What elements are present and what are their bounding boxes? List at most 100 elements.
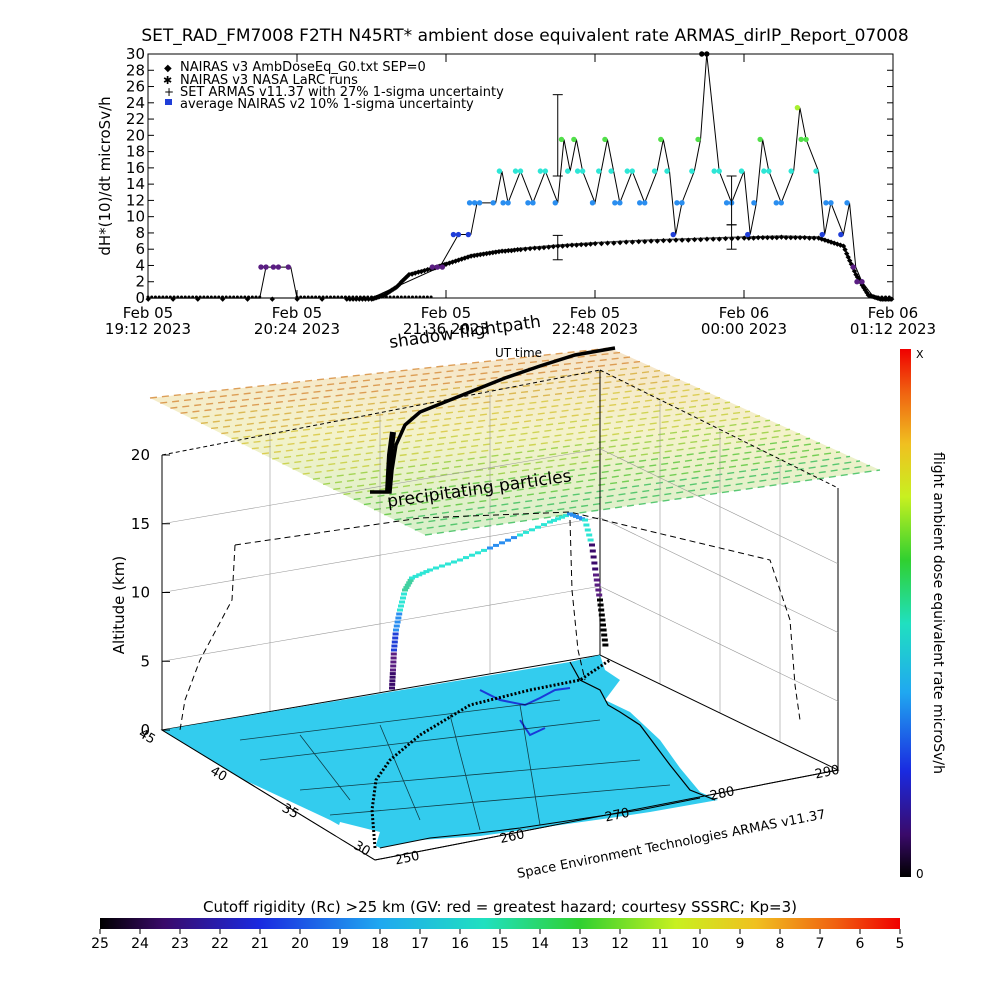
series-nairas-v3-marker: ◆	[661, 237, 667, 245]
series-nairas-v3-marker: ◆	[855, 273, 861, 281]
right-colorbar-gradient	[900, 349, 911, 877]
series-armas-baseline-marker	[191, 295, 195, 299]
series-armas-marker	[859, 279, 865, 285]
series-nairas-v3-marker: ◆	[422, 267, 428, 275]
altitude-tick-label: 15	[131, 515, 150, 533]
colorbar-tick-label: 25	[91, 936, 109, 952]
series-armas-baseline-marker	[362, 295, 366, 299]
wall-grid	[161, 391, 839, 742]
series-armas-baseline-marker	[239, 295, 243, 299]
series-armas-baseline-marker	[329, 295, 333, 299]
series-armas-baseline-marker	[206, 295, 210, 299]
wall-grid-line	[161, 517, 601, 593]
map-atlantic-coast	[569, 661, 716, 801]
series-nairas-v3-marker: ◆	[704, 235, 710, 243]
flight-track-marker	[529, 528, 535, 532]
series-armas-marker	[838, 231, 844, 238]
series-nairas-v3-marker: ◆	[847, 256, 853, 264]
series-nairas-v3-marker: ◆	[450, 258, 456, 266]
series-nairas-v3-marker: ◆	[583, 240, 589, 248]
series-armas-marker	[794, 104, 801, 111]
flight-track-marker	[391, 640, 398, 644]
series-nairas-v3-marker: ◆	[866, 291, 872, 299]
flight-track-marker	[541, 523, 547, 527]
series-armas-baseline-marker	[332, 295, 336, 299]
flight-track-marker	[600, 623, 606, 627]
y-tick-label: 6	[135, 240, 145, 258]
series-nairas-v3-marker: ◆	[546, 243, 552, 251]
flight-track-marker	[463, 556, 469, 560]
series-nairas-v3-marker: ◆	[880, 295, 886, 303]
annotation-ut-time: UT time	[495, 346, 542, 360]
flight-track-marker	[601, 638, 608, 642]
legend-label: SET ARMAS v11.37 with 27% 1-sigma uncert…	[180, 85, 504, 100]
series-armas-marker	[476, 200, 483, 206]
dose-sheet-row	[363, 442, 821, 506]
legend-symbol-diamond: ◆	[164, 63, 172, 74]
flight-track-marker	[389, 679, 396, 683]
series-armas-baseline-marker	[235, 295, 239, 299]
altitude-ticks: 0 5 10 15 20	[131, 446, 170, 739]
series-armas-marker	[490, 200, 496, 206]
latitude-tick-label: 40	[208, 764, 230, 785]
series-nairas-v3-marker: ◆	[838, 241, 844, 249]
series-nairas-v3-marker: ◆	[537, 244, 543, 252]
series-nairas-v3-marker: ◆	[462, 254, 468, 262]
x-tick-label-time: 20:24 2023	[254, 320, 340, 338]
series-armas-baseline-marker	[146, 295, 150, 299]
series-armas-marker	[258, 264, 264, 270]
flight-track-marker	[469, 553, 475, 557]
series-armas-marker	[589, 200, 596, 206]
flight-track-marker	[592, 567, 599, 571]
series-nairas-v3-marker: ◆	[863, 286, 869, 294]
flight-track-marker	[390, 660, 397, 664]
series-armas-marker	[624, 168, 630, 174]
longitude-tick-label: 260	[499, 827, 526, 847]
series-nairas-v3-marker: ◆	[884, 295, 890, 303]
series-nairas-v3-marker: ◆	[723, 235, 729, 243]
series-nairas-v3-marker: ◆	[512, 246, 518, 254]
series-nairas-v3-marker: ◆	[769, 233, 775, 241]
ground-track	[370, 658, 611, 849]
colorbar-tick-label: 15	[491, 936, 509, 952]
wall-grid-line	[599, 517, 839, 633]
flight-track-marker	[505, 538, 511, 542]
series-armas-marker	[689, 168, 695, 174]
dose-sheet-row	[373, 446, 831, 511]
series-nairas-v3-marker: ◆	[397, 280, 403, 288]
series-nairas-v3-marker: ◆	[444, 260, 450, 268]
flight-track-marker	[555, 517, 561, 521]
dose-sheet-row	[200, 369, 661, 425]
flight-track-marker	[559, 515, 565, 519]
series-armas-baseline-marker	[209, 295, 213, 299]
flight-track-marker	[582, 518, 588, 522]
series-nairas-v3-marker: ◆	[636, 238, 642, 246]
latitude-tick-label: 35	[279, 801, 301, 822]
flight-track-marker	[597, 603, 604, 607]
series-armas-marker	[637, 200, 643, 206]
series-nairas-v3-marker: ◆	[478, 250, 484, 258]
map-white-patch	[335, 822, 380, 848]
series-armas-marker	[579, 168, 586, 174]
series-armas-baseline-marker	[407, 295, 411, 299]
series-nairas-v3-marker: ◆	[378, 292, 384, 300]
flight-track-marker	[597, 598, 603, 602]
series-nairas-v3-marker: ◆	[357, 295, 363, 303]
dose-sheet-dashes	[149, 347, 881, 536]
series-nairas-v3-marker: ◆	[811, 234, 817, 242]
series-armas-marker	[674, 200, 680, 206]
series-armas-baseline-marker	[422, 295, 426, 299]
series-nairas-v3-marker: ◆	[844, 249, 850, 257]
series-armas-marker	[699, 51, 705, 57]
series-armas-baseline-marker	[872, 295, 876, 299]
series-nairas-v3-marker: ◆	[887, 295, 893, 303]
series-armas-baseline-marker	[381, 295, 385, 299]
series-armas-baseline-marker	[232, 295, 236, 299]
series-nairas-v3-marker: ◆	[835, 240, 841, 248]
legend-symbol-star: ✱	[163, 74, 172, 87]
series-armas-baseline-marker	[880, 295, 884, 299]
series-nairas-v3-marker: ◆	[742, 234, 748, 242]
right-colorbar-label: flight ambient dose equivalent rate micr…	[930, 452, 946, 774]
series-nairas-v3-marker: ◆	[735, 234, 741, 242]
